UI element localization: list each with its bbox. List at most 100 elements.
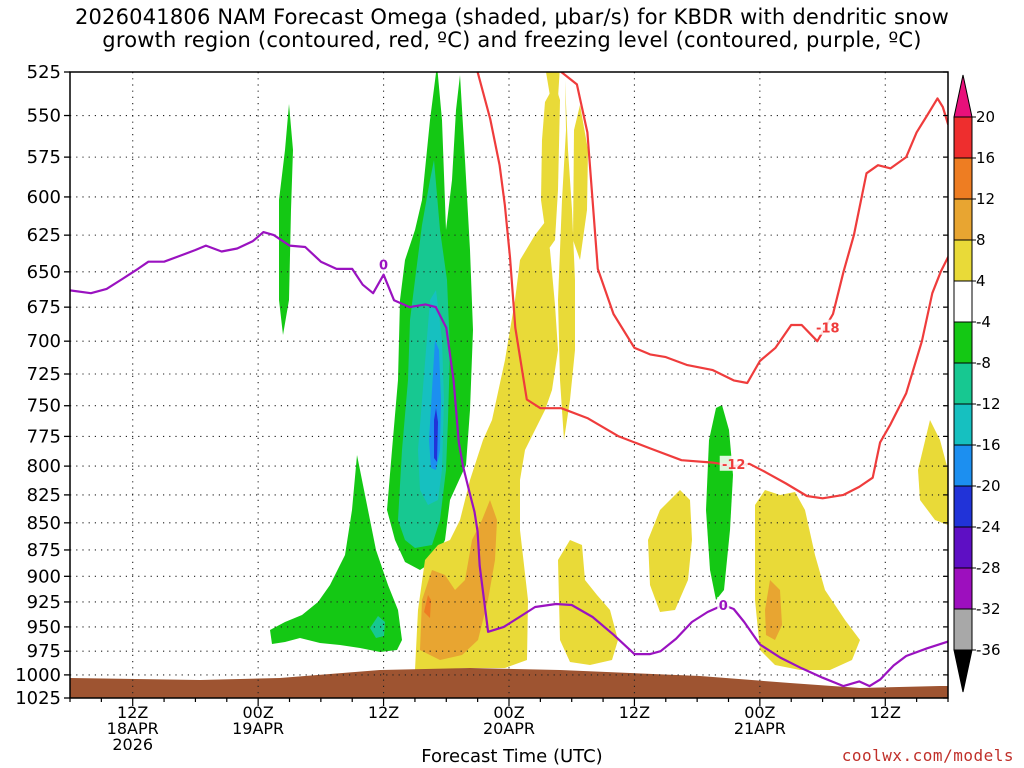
- colorbar-bin-2: [953, 198, 973, 241]
- y-tick-label-875: 875: [27, 540, 61, 561]
- y-tick-label-575: 575: [27, 147, 61, 168]
- contour-label-bg-3: [717, 596, 730, 612]
- colorbar-below-arrow: [953, 649, 973, 693]
- y-axis: 525 550 575 600 625 650 675 700 725 750 775 800 825 8…: [15, 62, 948, 709]
- x-tick-label-12-0: 12Z: [117, 703, 148, 722]
- x-tick-label-24-1: 19APR: [232, 719, 284, 738]
- y-tick-label-650: 650: [27, 262, 61, 283]
- contour-label-bg-2: [377, 256, 390, 272]
- y-tick-label-850: 850: [27, 513, 61, 534]
- colorbar-bin-5: [953, 321, 973, 364]
- y-tick-label-950: 950: [27, 617, 61, 638]
- colorbar-label-3: 8: [976, 231, 986, 249]
- omega-sinking-core-dark-orange: [424, 595, 431, 618]
- colorbar-bin-11: [953, 567, 973, 610]
- colorbar-bin-9: [953, 485, 973, 528]
- y-tick-label-700: 700: [27, 331, 61, 352]
- omega-sinking-area-upper-1: [541, 84, 560, 250]
- omega-rising-area-low: [270, 455, 402, 652]
- x-tick-label-12-1: 18APR: [107, 719, 159, 738]
- title-line-1: 2026041806 NAM Forecast Omega (shaded, μ…: [74, 5, 950, 29]
- y-tick-label-600: 600: [27, 187, 61, 208]
- colorbar-label-5: -4: [976, 313, 991, 331]
- x-tick-label-24-0: 00Z: [242, 703, 273, 722]
- colorbar-bin-1: [953, 157, 973, 200]
- y-tick-label-550: 550: [27, 106, 61, 127]
- x-tick-label-84-0: 12Z: [870, 703, 901, 722]
- terrain: [70, 668, 948, 698]
- omega-rising-core-darkblue: [434, 408, 438, 462]
- colorbar-label-1: 16: [976, 149, 995, 167]
- colorbar-label-8: -16: [976, 436, 1001, 454]
- omega-sinking-area-20apr-a: [558, 540, 618, 665]
- x-axis-label: Forecast Time (UTC): [421, 746, 603, 767]
- x-tick-label-48-1: 20APR: [483, 719, 535, 738]
- contour-label-2: 0: [379, 259, 388, 274]
- y-tick-label-900: 900: [27, 566, 61, 587]
- x-tick-label-60-0: 12Z: [619, 703, 650, 722]
- contour-label-0: -18: [816, 322, 840, 337]
- colorbar-bin-8: [953, 444, 973, 487]
- y-tick-label-725: 725: [27, 364, 61, 385]
- colorbar-label-7: -12: [976, 395, 1001, 413]
- colorbar-above-arrow: [953, 74, 973, 118]
- y-tick-label-800: 800: [27, 456, 61, 477]
- x-tick-label-36-0: 12Z: [368, 703, 399, 722]
- colorbar-bin-6: [953, 362, 973, 405]
- omega-sinking-area-main: [415, 222, 558, 670]
- colorbar-label-10: -24: [976, 518, 1001, 536]
- y-tick-label-975: 975: [27, 641, 61, 662]
- y-tick-label-1025: 1025: [15, 688, 61, 709]
- contour-label-bg-0: [813, 319, 842, 335]
- colorbar-label-13: -36: [976, 641, 1001, 659]
- y-tick-label-825: 825: [27, 485, 61, 506]
- y-tick-label-675: 675: [27, 297, 61, 318]
- y-tick-label-1000: 1000: [15, 665, 61, 686]
- contour-label-1: -12: [722, 458, 746, 473]
- colorbar-label-11: -28: [976, 559, 1001, 577]
- colorbar: 20 16 12 8 4 -4 -8 -12 -16 -20 -24 -28 -32 -36: [953, 74, 1001, 693]
- colorbar-label-6: -8: [976, 354, 991, 372]
- y-tick-label-925: 925: [27, 592, 61, 613]
- omega-sinking-core-orange-2: [765, 580, 782, 640]
- omega-shading: [70, 72, 948, 698]
- colorbar-label-0: 20: [976, 108, 995, 126]
- x-tick-label-72-0: 00Z: [744, 703, 775, 722]
- colorbar-bin-12: [953, 608, 973, 651]
- omega-sinking-area-upper-2: [558, 80, 575, 440]
- x-tick-label-72-1: 21APR: [734, 719, 786, 738]
- dgz-minus18c-line: [560, 72, 948, 385]
- omega-sinking-area-upper-4: [546, 72, 560, 98]
- y-tick-label-750: 750: [27, 396, 61, 417]
- colorbar-label-4: 4: [976, 272, 986, 290]
- chart-title: 2026041806 NAM Forecast Omega (shaded, μ…: [0, 6, 1024, 52]
- grid-lines: [70, 72, 948, 698]
- colorbar-bin-0: [953, 116, 973, 159]
- x-tick-label-12-2: 2026: [112, 735, 153, 754]
- title-line-2: growth region (contoured, red, ºC) and f…: [102, 28, 922, 52]
- colorbar-label-9: -20: [976, 477, 1001, 495]
- omega-rising-area-20apr: [706, 405, 733, 600]
- x-tick-label-48-0: 00Z: [493, 703, 524, 722]
- contour-labels: -18 -12 0 0: [377, 256, 842, 614]
- freezing-level-0c-line: [70, 231, 948, 688]
- omega-rising-core-teal-2: [370, 616, 385, 638]
- omega-rising-area-00z19: [279, 104, 293, 335]
- contour-label-bg-1: [719, 455, 748, 471]
- colorbar-label-2: 12: [976, 190, 995, 208]
- omega-sinking-area-right: [918, 420, 948, 525]
- omega-sinking-area-20apr-b: [648, 490, 692, 612]
- y-tick-label-625: 625: [27, 225, 61, 246]
- contour-label-3: 0: [719, 599, 728, 614]
- credit-text: coolwx.com/models: [841, 746, 1014, 765]
- colorbar-bin-10: [953, 526, 973, 569]
- colorbar-bin-7: [953, 403, 973, 446]
- colorbar-bin-3: [953, 239, 973, 282]
- y-tick-label-525: 525: [27, 62, 61, 83]
- colorbar-bin-4: [953, 280, 973, 323]
- omega-rising-core-blue: [429, 340, 441, 470]
- y-tick-label-775: 775: [27, 426, 61, 447]
- omega-sinking-area-upper-3: [573, 105, 588, 260]
